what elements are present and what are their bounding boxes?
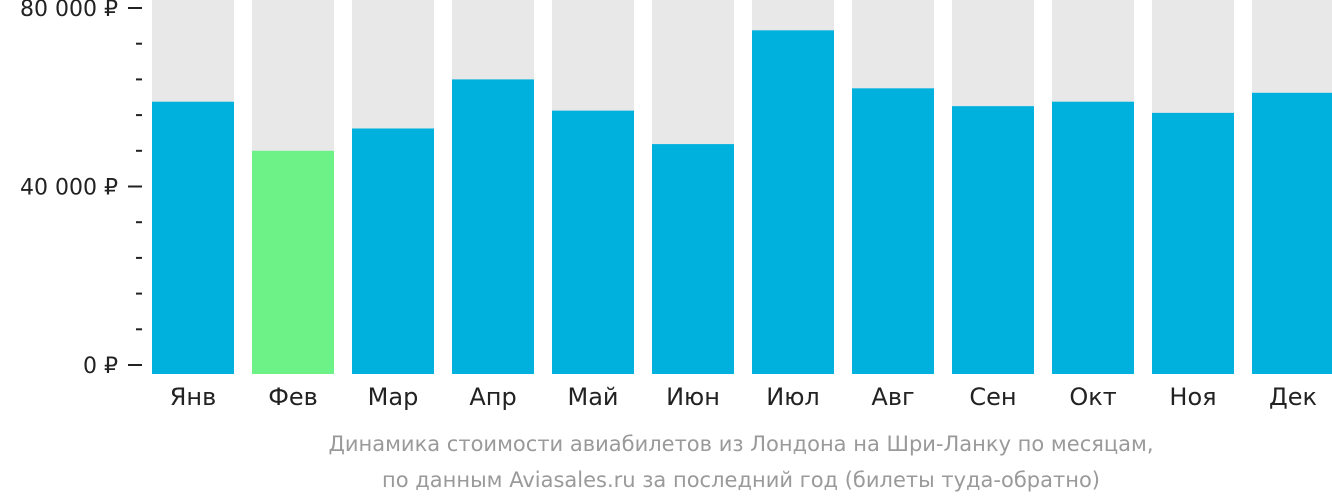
x-tick-label: Апр [469,383,516,411]
bar [1052,101,1134,375]
bar [552,110,634,374]
y-tick-label: 40 000 ₽ [20,176,118,201]
bar [352,128,434,374]
x-tick-label: Мар [368,383,419,411]
bar [1152,112,1234,375]
price-bar-chart: 0 ₽ 40 000 ₽ 80 000 ₽ Янв Фев Мар Апр Май Июн Ию… [20,0,1332,411]
x-tick-label: Ноя [1169,383,1216,411]
bar [852,88,934,374]
x-tick-label: Май [567,383,618,411]
x-tick-label: Июн [666,383,720,411]
x-tick-label: Сен [969,383,1016,411]
y-tick-label: 80 000 ₽ [20,0,118,22]
x-tick-label: Окт [1069,383,1116,411]
bar [1252,92,1332,374]
x-tick-label: Дек [1269,383,1317,411]
x-tick-label: Июл [766,383,820,411]
caption-line-2: по данным Aviasales.ru за последний год … [382,468,1100,492]
x-tick-label: Янв [170,383,217,411]
bar [752,30,834,374]
bar [152,101,234,375]
y-axis: 0 ₽ 40 000 ₽ 80 000 ₽ [20,0,142,379]
bar [652,144,734,374]
x-tick-label: Фев [268,383,318,411]
x-axis: Янв Фев Мар Апр Май Июн Июл Авг Сен Окт Ноя Дек [170,383,1317,411]
caption-line-1: Динамика стоимости авиабилетов из Лондон… [328,432,1154,456]
x-tick-label: Авг [871,383,914,411]
bar [952,106,1034,375]
bar [252,150,334,374]
bars [152,0,1332,375]
y-tick-label: 0 ₽ [83,354,118,379]
bar [452,79,534,375]
